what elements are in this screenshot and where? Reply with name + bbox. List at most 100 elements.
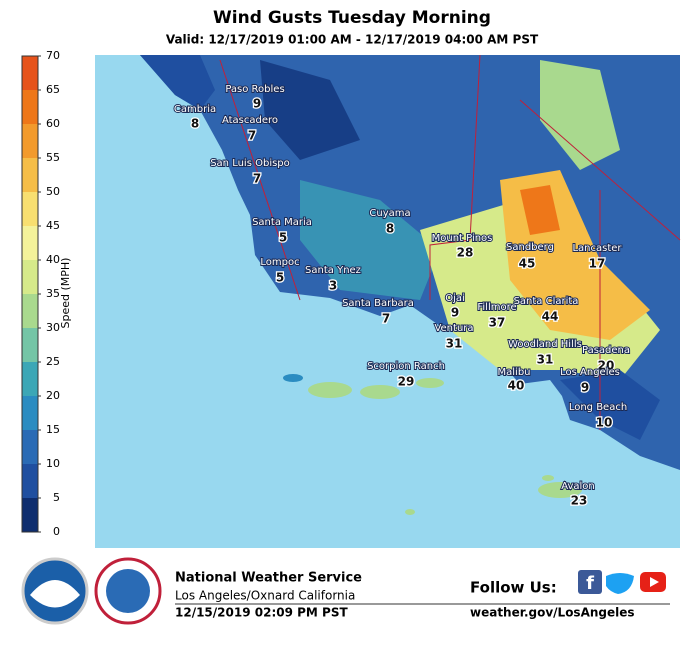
station-name: Long Beach [569, 402, 627, 413]
follow-us: Follow Us: [470, 579, 557, 597]
station-value: 5 [279, 231, 287, 245]
station-name: Fillmore [477, 302, 516, 313]
station-name: Los Angeles [560, 367, 620, 378]
station-name: Santa Barbara [342, 298, 414, 309]
station-value: 28 [457, 246, 474, 260]
station-name: Santa Clarita [514, 296, 579, 307]
colorbar-band [22, 498, 38, 532]
station-value: 20 [598, 359, 615, 373]
colorbar-band [22, 362, 38, 396]
station-value: 10 [596, 416, 613, 430]
twitter-icon[interactable] [606, 573, 634, 594]
colorbar-band [22, 158, 38, 192]
noaa-logo-bird [30, 580, 80, 608]
station-name: Sandberg [506, 242, 554, 253]
land-shade [540, 60, 620, 170]
station-value: 23 [571, 494, 588, 508]
nws-logo-center [106, 569, 150, 613]
colorbar: Speed (MPH) 0 5 10 15 20 25 30 35 40 45 50 55 60 65 70 [21, 49, 72, 538]
station-value: 45 [519, 257, 536, 271]
station-value: 7 [248, 129, 256, 143]
station-value: 31 [537, 353, 554, 367]
station-name: Lompoc [260, 257, 299, 268]
footer: National Weather Service Los Angeles/Oxn… [21, 557, 670, 625]
boundary [219, 54, 681, 430]
colorbar-tick-label: 60 [46, 117, 60, 130]
island [405, 509, 415, 515]
station-name: Avalon [561, 481, 595, 492]
station-name: Ojai [445, 293, 465, 304]
colorbar-band [22, 328, 38, 362]
island [416, 378, 444, 388]
station-name: San Luis Obispo [210, 158, 290, 169]
station-value: 29 [398, 375, 415, 389]
office: Los Angeles/Oxnard California [175, 589, 355, 603]
station-name: Santa Maria [252, 217, 312, 228]
land-shade [560, 370, 660, 440]
station-name: Woodland Hills [508, 339, 582, 350]
land-shade [95, 55, 215, 110]
facebook-icon[interactable] [578, 570, 602, 594]
colorbar-tick-label: 65 [46, 83, 60, 96]
colorbar-band [22, 464, 38, 498]
colorbar-tick-label: 25 [46, 355, 60, 368]
island [542, 475, 554, 481]
station-value: 3 [329, 279, 337, 293]
station-name: Paso Robles [225, 84, 284, 95]
title: Wind Gusts Tuesday Morning [213, 8, 491, 28]
station-name: Santa Ynez [305, 265, 361, 276]
website[interactable]: weather.gov/LosAngeles [470, 606, 635, 620]
station-name: Mount Pinos [432, 233, 493, 244]
colorbar-tick-label: 35 [46, 287, 60, 300]
colorbar-band [22, 56, 38, 90]
station-value: 37 [489, 316, 506, 330]
colorbar-band [22, 192, 38, 226]
station-value: 44 [542, 310, 559, 324]
station-name: Cambria [174, 104, 216, 115]
colorbar-tick-label: 50 [46, 185, 60, 198]
colorbar-label: Speed (MPH) [59, 258, 72, 329]
colorbar-band [22, 226, 38, 260]
station-name: Malibu [498, 367, 531, 378]
colorbar-tick-label: 70 [46, 49, 60, 62]
colorbar-band [22, 430, 38, 464]
colorbar-tick-label: 45 [46, 219, 60, 232]
colorbar-tick-label: 30 [46, 321, 60, 334]
colorbar-tick-label: 5 [53, 491, 60, 504]
station-value: 9 [581, 381, 589, 395]
colorbar-tick-label: 10 [46, 457, 60, 470]
colorbar-tick-label: 15 [46, 423, 60, 436]
station-value: 31 [446, 337, 463, 351]
station-name: Lancaster [572, 243, 622, 254]
youtube-glyph [650, 577, 659, 587]
station-value: 17 [589, 257, 606, 271]
station-value: 9 [253, 97, 261, 111]
station-name: Scorpion Ranch [367, 361, 445, 372]
land-shade [300, 180, 440, 300]
colorbar-band [22, 90, 38, 124]
station-value: 8 [191, 117, 199, 131]
colorbar-tick-label: 55 [46, 151, 60, 164]
colorbar-tick-label: 40 [46, 253, 60, 266]
station-value: 7 [382, 312, 390, 326]
station-value: 7 [253, 172, 261, 186]
land-shade [260, 60, 360, 160]
land-shade [520, 185, 560, 235]
station-value: 9 [451, 306, 459, 320]
colorbar-band [22, 396, 38, 430]
station-value: 40 [508, 379, 525, 393]
org-name: National Weather Service [175, 571, 362, 586]
station-name: Ventura [434, 323, 473, 334]
colorbar-band [22, 294, 38, 328]
island [283, 374, 303, 382]
station-name: Atascadero [222, 115, 278, 126]
colorbar-tick-label: 0 [53, 525, 60, 538]
station-value: 5 [276, 271, 284, 285]
facebook-glyph: f [586, 573, 594, 594]
island [360, 385, 400, 399]
island [538, 482, 582, 498]
map: Paso Robles 9 Cambria 8 Atascadero 7 San Luis … [95, 54, 681, 548]
subtitle: Valid: 12/17/2019 01:00 AM - 12/17/2019 … [166, 33, 539, 47]
colorbar-band [22, 260, 38, 294]
